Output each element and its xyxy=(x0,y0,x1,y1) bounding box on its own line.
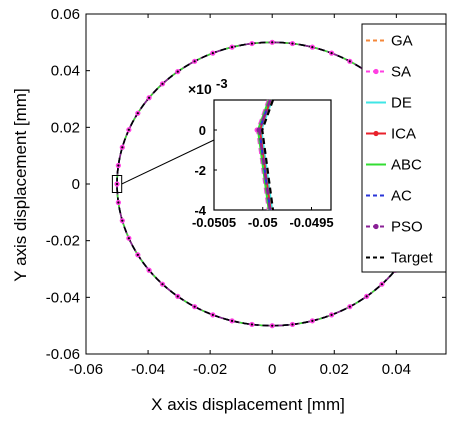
legend-label-sa: SA xyxy=(391,64,411,81)
x-tick-label: -0.04 xyxy=(131,361,165,378)
inset-frame xyxy=(213,99,332,211)
trajectory-marker-core xyxy=(311,319,314,322)
legend-label-abc: ABC xyxy=(391,157,422,174)
trajectory-marker-core xyxy=(117,164,120,167)
trajectory-marker-core xyxy=(136,112,139,115)
inset-series-target xyxy=(261,99,275,211)
legend-box xyxy=(361,23,447,273)
trajectory-marker-core xyxy=(148,269,151,272)
trajectory-marker-core xyxy=(176,295,179,298)
trajectory-marker-core xyxy=(176,70,179,73)
trajectory-marker-core xyxy=(161,283,164,286)
trajectory-marker-core xyxy=(211,313,214,316)
inset-marker-pso xyxy=(256,127,262,133)
inset-y-tick-label: -4 xyxy=(194,203,206,218)
main-axes: -0.06 -0.04 -0.02 0 0.02 0.040.060.040.020-0.… xyxy=(46,6,447,378)
x-tick-label: 0.04 xyxy=(382,361,411,378)
inset-x-tick-label: -0.05 xyxy=(248,215,278,230)
trajectory-marker-core xyxy=(330,52,333,55)
inset-exponent-power: -3 xyxy=(216,76,228,91)
legend-marker-sa xyxy=(373,68,379,75)
y-tick-label: 0.02 xyxy=(51,119,80,136)
trajectory-marker-core xyxy=(211,52,214,55)
trajectory-marker-core xyxy=(193,60,196,63)
zoom-connector xyxy=(121,139,215,185)
trajectory-marker-core xyxy=(230,319,234,322)
trajectory-marker-core xyxy=(127,237,130,240)
y-tick-label: -0.02 xyxy=(46,233,80,250)
y-axis-label: Y axis displacement [mm] xyxy=(11,88,30,281)
trajectory-marker-core xyxy=(117,201,120,204)
trajectory-marker-core xyxy=(348,305,351,308)
x-axis-label: X axis displacement [mm] xyxy=(151,395,345,414)
trajectory-marker-core xyxy=(291,42,294,45)
trajectory-marker-core xyxy=(161,82,164,85)
trajectory-marker-core xyxy=(230,46,234,49)
trajectory-marker-core xyxy=(115,182,119,186)
inset-exponent-label: ×10 xyxy=(188,81,212,97)
trajectory-marker-core xyxy=(271,324,274,327)
trajectory-marker-core xyxy=(127,128,130,131)
trajectory-marker-core xyxy=(291,323,294,326)
zoom-indicator xyxy=(111,139,215,193)
legend: GA SA DE ICA ABC AC PSO Target xyxy=(361,23,447,273)
y-tick-label: 0.06 xyxy=(51,6,80,23)
x-tick-label: -0.02 xyxy=(193,361,227,378)
inset-y-tick-label: -2 xyxy=(194,163,206,178)
legend-marker-ica xyxy=(373,130,379,137)
trajectory-marker-core xyxy=(136,253,139,256)
trajectory-marker-core xyxy=(250,42,254,45)
y-tick-label: 0.04 xyxy=(51,63,80,80)
legend-marker-pso xyxy=(373,223,379,230)
trajectory-marker-core xyxy=(365,295,368,298)
main-trajectories xyxy=(114,39,430,329)
trajectory-marker-core xyxy=(311,46,314,49)
trajectory-marker-core xyxy=(271,41,274,44)
legend-label-target: Target xyxy=(391,250,434,267)
y-tick-label: -0.04 xyxy=(46,289,80,306)
x-tick-label: -0.06 xyxy=(69,361,103,378)
trajectory-marker-core xyxy=(250,323,254,326)
trajectory-marker-core xyxy=(330,313,333,316)
inset-x-tick-label: -0.0495 xyxy=(289,215,333,230)
x-tick-label: 0 xyxy=(268,361,276,378)
legend-label-pso: PSO xyxy=(391,219,423,236)
inset-plot: -0.0505 -0.05 -0.0495 0 -2 -4 ×10 -3 xyxy=(188,76,334,230)
y-tick-label: -0.06 xyxy=(46,346,80,363)
x-tick-label: 0.02 xyxy=(320,361,349,378)
trajectory-marker-core xyxy=(148,96,151,99)
trajectory-marker-core xyxy=(380,283,384,286)
legend-label-ica: ICA xyxy=(391,126,416,143)
inset-y-tick-label: 0 xyxy=(199,123,206,138)
legend-label-de: DE xyxy=(391,95,412,112)
legend-label-ac: AC xyxy=(391,188,412,205)
trajectory-marker-core xyxy=(121,146,124,149)
inset-x-tick-label: -0.0505 xyxy=(192,215,236,230)
trajectory-marker-core xyxy=(121,219,124,222)
y-tick-label: 0 xyxy=(72,176,80,193)
trajectory-marker-core xyxy=(193,305,196,308)
legend-label-ga: GA xyxy=(391,33,413,50)
trajectory-marker-core xyxy=(348,60,351,63)
